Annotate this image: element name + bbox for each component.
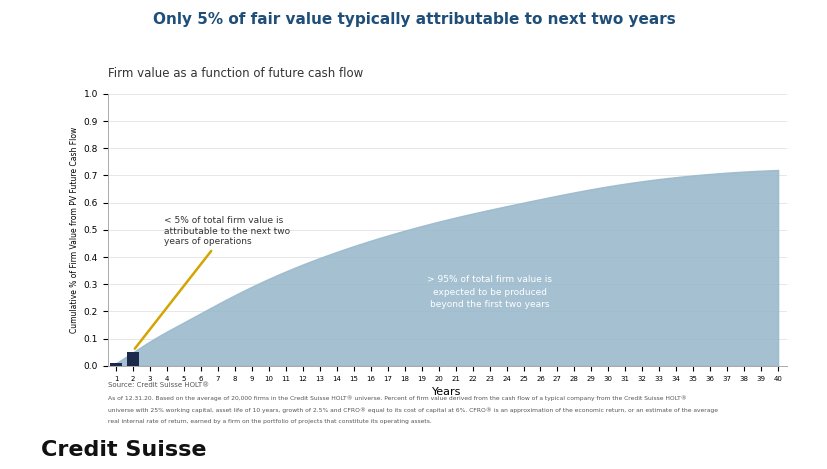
Y-axis label: Cumulative % of Firm Value from PV Future Cash Flow: Cumulative % of Firm Value from PV Futur… — [70, 127, 79, 333]
Text: Only 5% of fair value typically attributable to next two years: Only 5% of fair value typically attribut… — [152, 12, 675, 27]
Text: universe with 25% working capital, asset life of 10 years, growth of 2.5% and CF: universe with 25% working capital, asset… — [108, 407, 717, 413]
Text: real internal rate of return, earned by a firm on the portfolio of projects that: real internal rate of return, earned by … — [108, 419, 431, 424]
Text: Credit Suisse: Credit Suisse — [41, 439, 207, 460]
Text: < 5% of total firm value is
attributable to the next two
years of operations: < 5% of total firm value is attributable… — [135, 216, 289, 348]
Bar — [127, 352, 139, 366]
Text: Source: Credit Suisse HOLT®: Source: Credit Suisse HOLT® — [108, 382, 208, 388]
Text: As of 12.31.20. Based on the average of 20,000 firms in the Credit Suisse HOLT® : As of 12.31.20. Based on the average of … — [108, 395, 686, 401]
Text: > 95% of total firm value is
expected to be produced
beyond the first two years: > 95% of total firm value is expected to… — [427, 275, 552, 310]
X-axis label: Years: Years — [432, 387, 461, 397]
Text: Firm value as a function of future cash flow: Firm value as a function of future cash … — [108, 67, 362, 80]
Bar — [110, 363, 122, 366]
